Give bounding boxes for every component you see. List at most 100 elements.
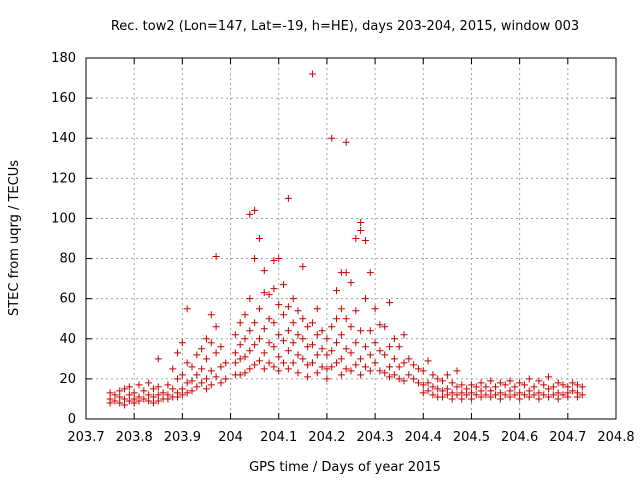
data-point	[434, 385, 442, 393]
data-point	[520, 391, 528, 399]
data-point	[323, 335, 331, 343]
data-point	[236, 319, 244, 327]
data-point	[313, 331, 321, 339]
data-point	[130, 399, 138, 407]
data-point	[520, 381, 528, 389]
data-point	[294, 369, 302, 377]
data-point	[169, 385, 177, 393]
data-point	[135, 397, 143, 405]
data-point	[145, 391, 153, 399]
data-point	[202, 375, 210, 383]
data-point	[390, 335, 398, 343]
data-point	[188, 363, 196, 371]
x-tick-label: 204.7	[549, 430, 586, 445]
plot-frame	[85, 57, 617, 420]
data-point	[106, 399, 114, 407]
data-point	[419, 367, 427, 375]
x-tick-label: 204.1	[260, 430, 297, 445]
data-point	[472, 383, 480, 391]
data-point	[304, 343, 312, 351]
data-point	[284, 347, 292, 355]
data-point	[294, 307, 302, 315]
data-point	[255, 335, 263, 343]
data-point	[125, 397, 133, 405]
data-point	[535, 395, 543, 403]
data-point	[453, 367, 461, 375]
data-point	[308, 341, 316, 349]
data-point	[559, 391, 567, 399]
data-point	[448, 389, 456, 397]
data-point	[251, 341, 259, 349]
data-point	[337, 305, 345, 313]
data-point	[270, 285, 278, 293]
data-point	[342, 315, 350, 323]
data-point	[217, 343, 225, 351]
data-point	[366, 351, 374, 359]
data-point	[376, 347, 384, 355]
data-point	[390, 355, 398, 363]
data-point	[154, 397, 162, 405]
data-point	[304, 361, 312, 369]
data-point	[357, 355, 365, 363]
data-point	[549, 391, 557, 399]
data-point	[496, 379, 504, 387]
data-point	[390, 371, 398, 379]
data-point	[174, 375, 182, 383]
data-point	[198, 379, 206, 387]
data-point	[313, 351, 321, 359]
data-point	[578, 391, 586, 399]
data-point	[361, 343, 369, 351]
data-point	[554, 389, 562, 397]
data-point	[516, 395, 524, 403]
x-tick-label: 204.5	[453, 430, 490, 445]
data-point	[212, 253, 220, 261]
data-point	[231, 349, 239, 357]
data-point	[289, 319, 297, 327]
data-point	[178, 391, 186, 399]
data-point	[525, 375, 533, 383]
data-point	[260, 289, 268, 297]
data-point	[202, 355, 210, 363]
data-point	[246, 295, 254, 303]
data-point	[318, 363, 326, 371]
data-point	[352, 339, 360, 347]
data-point	[241, 369, 249, 377]
data-point	[540, 391, 548, 399]
data-point	[198, 345, 206, 353]
data-point	[357, 218, 365, 226]
data-point	[121, 385, 129, 393]
data-point	[260, 349, 268, 357]
data-point	[207, 381, 215, 389]
data-point	[448, 379, 456, 387]
data-point	[467, 395, 475, 403]
data-point	[207, 311, 215, 319]
data-point	[424, 379, 432, 387]
data-point	[222, 359, 230, 367]
data-point	[376, 367, 384, 375]
data-point	[280, 359, 288, 367]
data-point	[463, 385, 471, 393]
x-tick-label: 203.8	[116, 430, 153, 445]
data-point	[270, 363, 278, 371]
data-point	[525, 393, 533, 401]
data-point	[299, 355, 307, 363]
data-point	[178, 371, 186, 379]
data-point	[275, 255, 283, 263]
data-point	[260, 365, 268, 373]
data-point	[487, 387, 495, 395]
data-point	[308, 319, 316, 327]
data-point	[323, 375, 331, 383]
data-point	[453, 383, 461, 391]
data-point	[554, 379, 562, 387]
data-point	[212, 373, 220, 381]
data-point	[222, 375, 230, 383]
data-point	[506, 387, 514, 395]
data-point	[202, 335, 210, 343]
data-point	[410, 361, 418, 369]
data-point	[405, 355, 413, 363]
data-point	[477, 393, 485, 401]
data-point	[154, 391, 162, 399]
data-point	[265, 291, 273, 299]
data-point	[198, 365, 206, 373]
data-point	[149, 385, 157, 393]
